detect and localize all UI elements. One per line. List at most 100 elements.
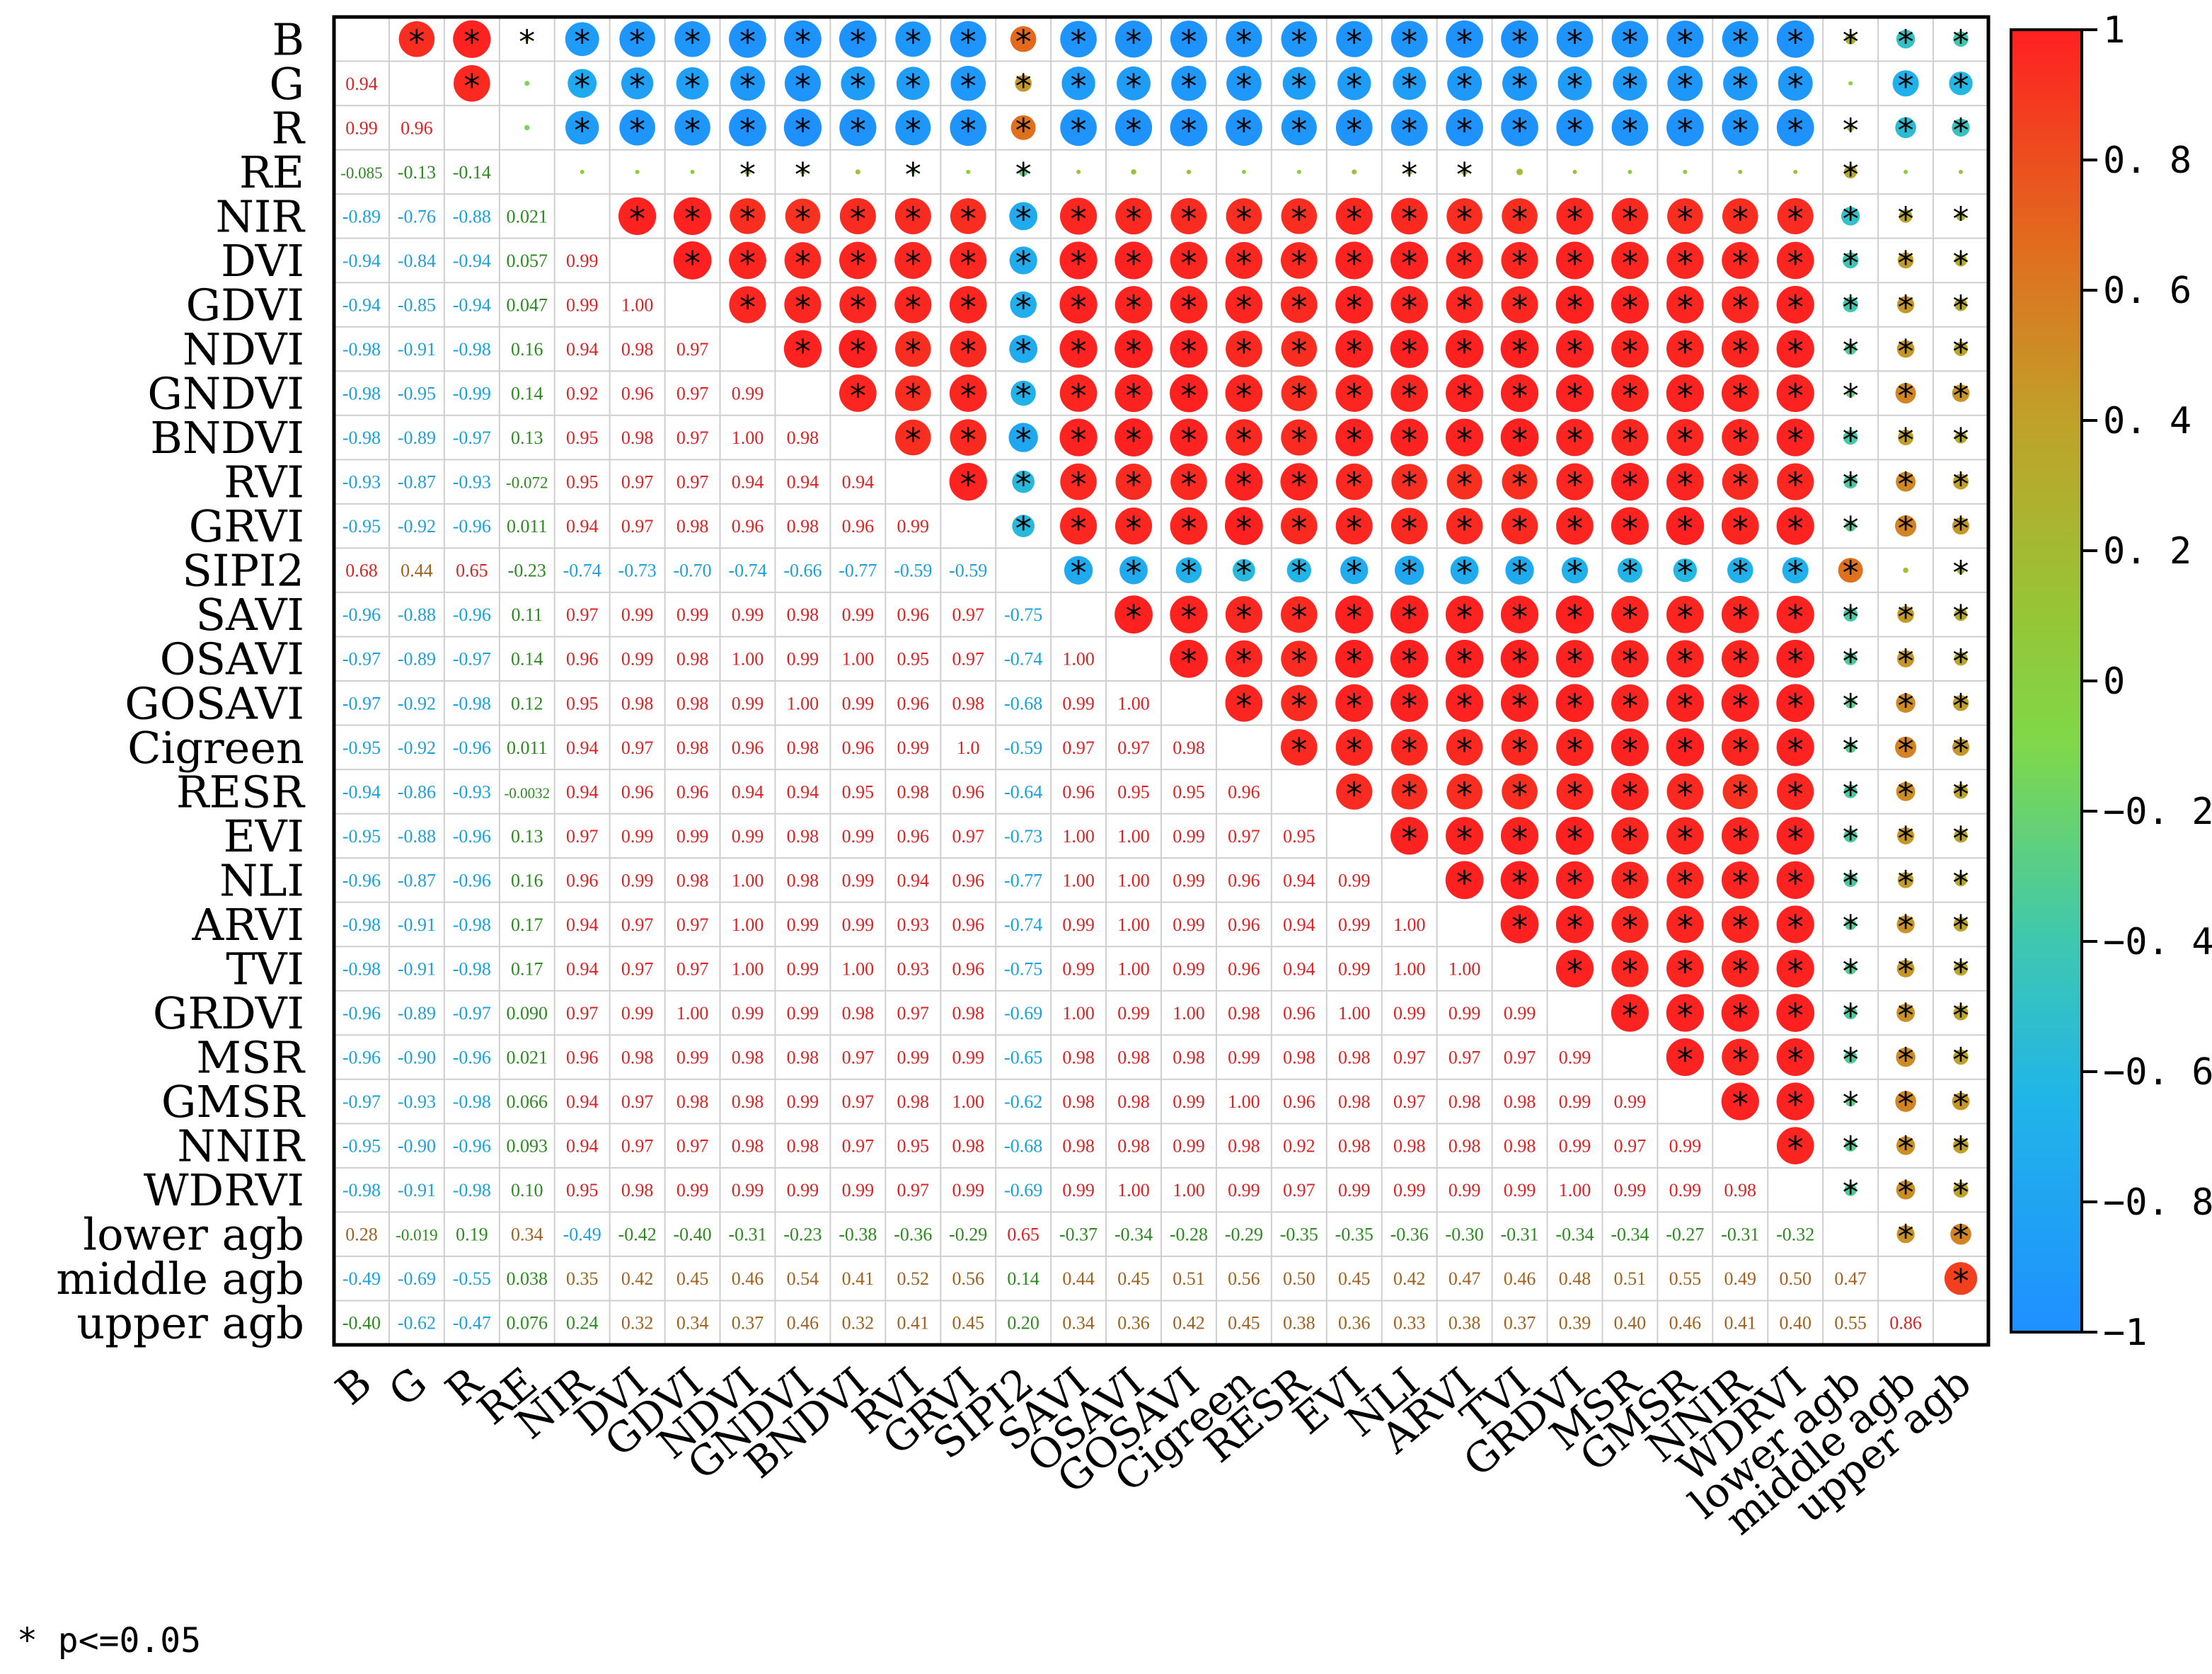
correlation-circle bbox=[1391, 774, 1427, 810]
correlation-value-label: 0.97 bbox=[952, 649, 984, 670]
correlation-value-label: -0.62 bbox=[1004, 1091, 1042, 1112]
significance-star: * bbox=[1344, 554, 1364, 592]
significance-star: * bbox=[1344, 510, 1364, 548]
colorbar-tick-label: 0 bbox=[2103, 660, 2125, 703]
correlation-circle bbox=[1281, 419, 1318, 456]
correlation-circle bbox=[1722, 418, 1759, 457]
significance-star: * bbox=[1289, 643, 1309, 681]
significance-star: * bbox=[1730, 908, 1750, 946]
significance-star: * bbox=[1565, 731, 1585, 769]
correlation-circle bbox=[1114, 109, 1153, 147]
correlation-circle bbox=[1611, 507, 1649, 545]
correlation-value-label: 0.98 bbox=[1173, 1048, 1205, 1068]
correlation-value-label: 0.99 bbox=[732, 384, 764, 404]
correlation-circle bbox=[1611, 197, 1649, 235]
correlation-circle bbox=[1226, 331, 1262, 367]
correlation-circle bbox=[1953, 1049, 1969, 1065]
correlation-circle bbox=[1281, 331, 1318, 367]
significance-star: * bbox=[1785, 466, 1805, 504]
significance-star: * bbox=[1951, 377, 1971, 415]
significance-star: * bbox=[958, 111, 978, 149]
significance-star: * bbox=[1730, 1085, 1750, 1123]
correlation-value-label: -0.085 bbox=[340, 164, 382, 182]
significance-star: * bbox=[1896, 952, 1916, 990]
correlation-value-label: 1.00 bbox=[1117, 870, 1150, 890]
correlation-circle bbox=[1010, 25, 1037, 52]
significance-star: * bbox=[1620, 421, 1640, 459]
correlation-value-label: 1.00 bbox=[1117, 826, 1150, 847]
correlation-value-label: 0.96 bbox=[566, 649, 599, 670]
significance-star: * bbox=[903, 421, 923, 459]
significance-star: * bbox=[1179, 244, 1199, 282]
correlation-circle bbox=[1010, 380, 1036, 406]
row-label: upper agb bbox=[76, 1297, 304, 1349]
correlation-value-label: -0.98 bbox=[453, 1091, 491, 1112]
correlation-circle bbox=[1666, 684, 1704, 722]
correlation-circle bbox=[1555, 640, 1594, 678]
row-label: BNDVI bbox=[150, 412, 304, 464]
correlation-circle bbox=[673, 241, 712, 280]
significance-star: * bbox=[1124, 377, 1144, 415]
correlation-circle bbox=[1952, 694, 1969, 711]
correlation-value-label: 0.98 bbox=[621, 1048, 654, 1068]
correlation-value-label: -0.96 bbox=[453, 1136, 491, 1157]
correlation-circle bbox=[950, 21, 986, 57]
correlation-value-label: -0.97 bbox=[453, 1003, 491, 1024]
significance-star: * bbox=[1068, 377, 1088, 415]
correlation-circle bbox=[1722, 198, 1758, 234]
correlation-circle bbox=[690, 169, 695, 174]
correlation-value-label: 0.44 bbox=[401, 561, 433, 581]
correlation-value-label: 0.98 bbox=[952, 693, 984, 713]
correlation-value-label: -0.85 bbox=[398, 294, 436, 315]
correlation-value-label: 0.94 bbox=[345, 74, 378, 94]
significance-star: * bbox=[1234, 23, 1254, 61]
correlation-circle bbox=[1114, 286, 1153, 323]
correlation-value-label: 0.94 bbox=[566, 1136, 599, 1157]
row-label: NLI bbox=[219, 854, 304, 906]
correlation-value-label: 0.17 bbox=[511, 958, 543, 979]
significance-star: * bbox=[1510, 598, 1530, 636]
correlation-circle bbox=[1446, 684, 1484, 722]
correlation-circle bbox=[950, 419, 987, 456]
correlation-circle bbox=[1461, 168, 1468, 176]
significance-star: * bbox=[1179, 67, 1199, 105]
correlation-circle bbox=[1777, 773, 1814, 810]
significance-star: * bbox=[628, 200, 647, 238]
correlation-circle bbox=[1845, 1096, 1856, 1107]
correlation-circle bbox=[1131, 169, 1136, 175]
correlation-value-label: 0.99 bbox=[1614, 1180, 1647, 1200]
significance-star: * bbox=[1785, 67, 1805, 105]
significance-star: * bbox=[848, 244, 868, 282]
correlation-circle bbox=[1555, 374, 1594, 413]
significance-star: * bbox=[1400, 244, 1419, 282]
significance-star: * bbox=[1785, 643, 1805, 681]
significance-star: * bbox=[1620, 67, 1640, 105]
correlation-circle bbox=[1114, 241, 1153, 280]
correlation-value-label: 0.99 bbox=[1448, 1003, 1481, 1024]
significance-star: * bbox=[1676, 908, 1695, 946]
correlation-circle bbox=[1501, 108, 1538, 147]
correlation-value-label: 0.95 bbox=[897, 1136, 930, 1157]
significance-star: * bbox=[793, 333, 813, 371]
significance-star: * bbox=[1676, 997, 1695, 1035]
correlation-value-label: 0.95 bbox=[842, 781, 875, 802]
significance-star: * bbox=[1455, 687, 1475, 725]
correlation-value-label: 0.99 bbox=[621, 1003, 654, 1024]
significance-star: * bbox=[1730, 643, 1750, 681]
correlation-circle bbox=[1281, 242, 1318, 279]
correlation-value-label: 0.98 bbox=[621, 693, 654, 713]
significance-star: * bbox=[1896, 111, 1916, 149]
correlation-value-label: 0.98 bbox=[1338, 1136, 1371, 1157]
correlation-value-label: -0.89 bbox=[398, 649, 436, 670]
correlation-circle bbox=[1117, 66, 1151, 101]
significance-star: * bbox=[1896, 288, 1916, 326]
correlation-value-label: -0.65 bbox=[1004, 1048, 1042, 1068]
correlation-circle bbox=[1445, 861, 1484, 900]
correlation-value-label: 0.99 bbox=[1062, 693, 1095, 713]
correlation-circle bbox=[1406, 168, 1413, 176]
correlation-circle bbox=[1959, 169, 1964, 174]
significance-star: * bbox=[1676, 598, 1695, 636]
correlation-value-label: -0.96 bbox=[453, 826, 491, 847]
correlation-circle bbox=[1793, 169, 1798, 174]
significance-star: * bbox=[1068, 23, 1088, 61]
